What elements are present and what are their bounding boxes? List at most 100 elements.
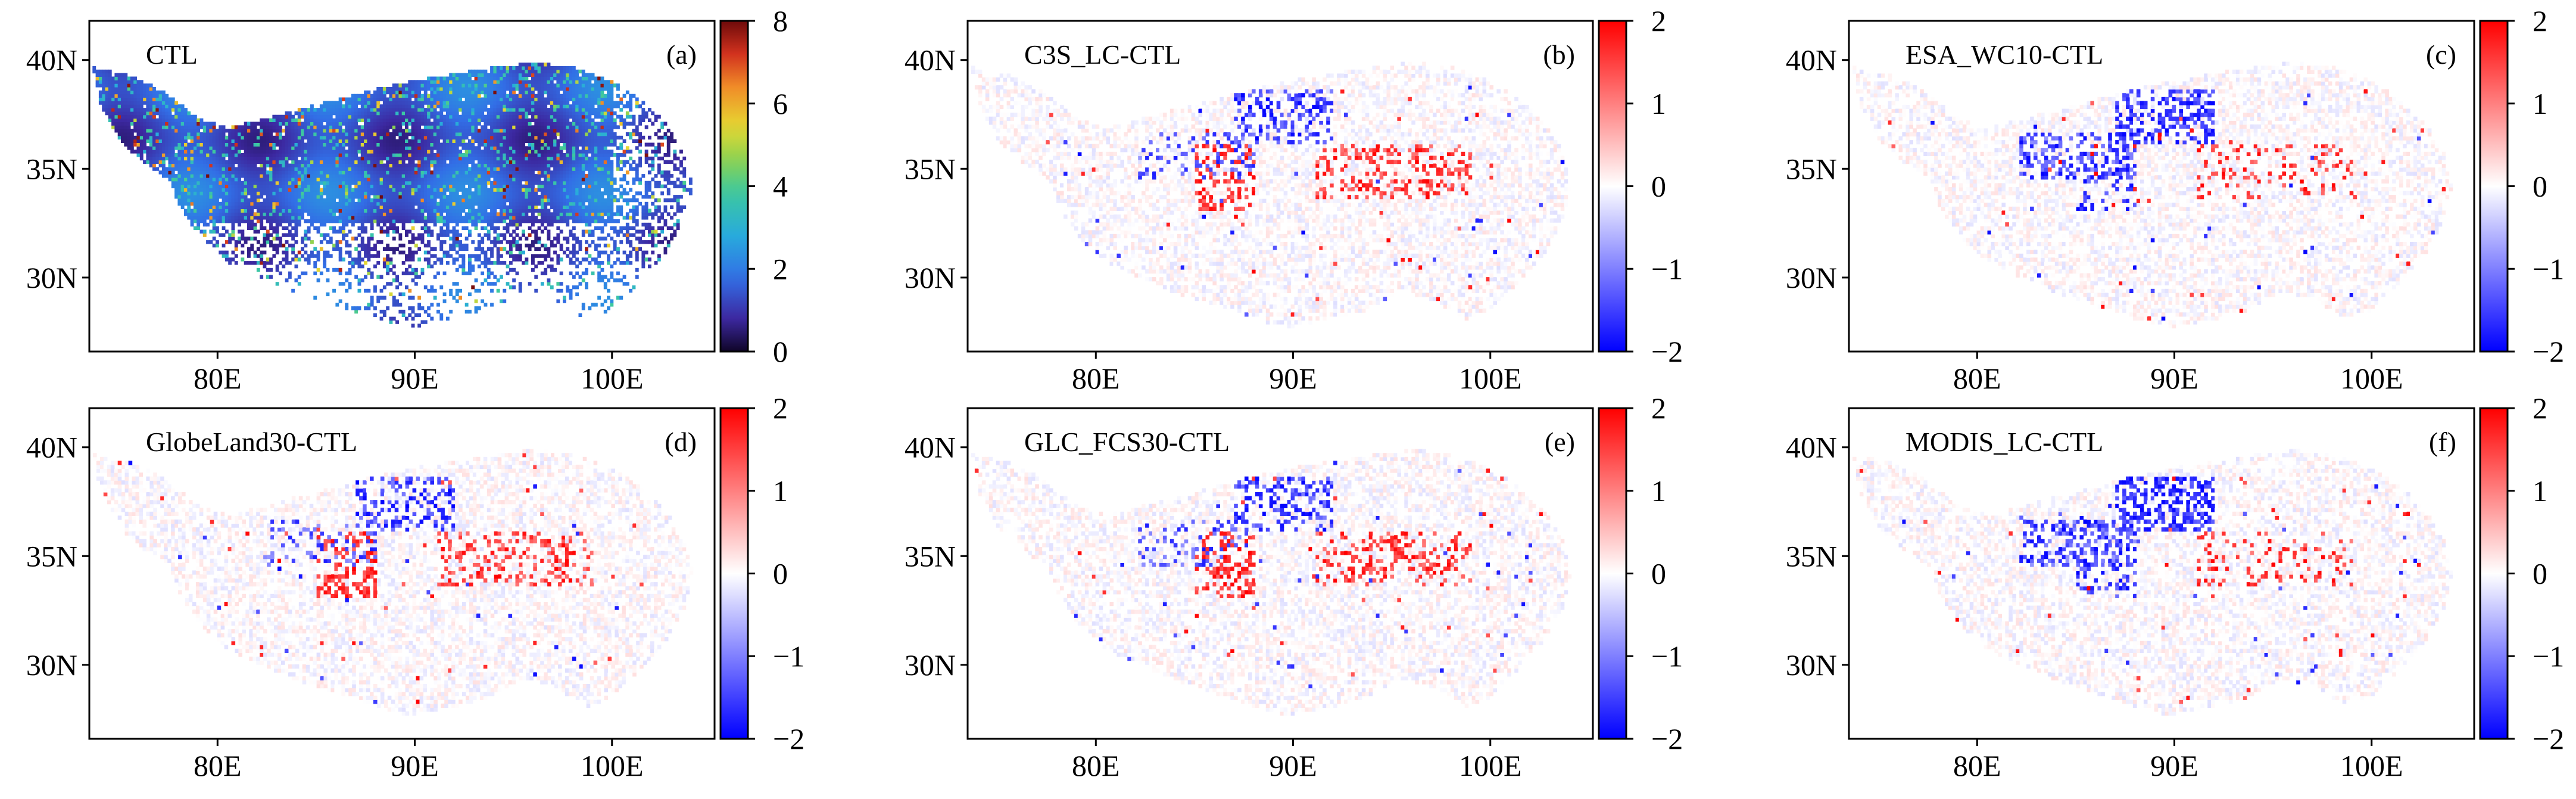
y-tick-label: 35N bbox=[905, 539, 956, 573]
panel-letter: (a) bbox=[666, 39, 697, 70]
x-tick-label: 90E bbox=[2150, 362, 2198, 395]
y-tick-label: 40N bbox=[26, 43, 77, 77]
map-frame bbox=[1848, 20, 2475, 353]
map-panel: 80E 90E 100E 40N 35N 30N C3S_LC-CTL (b) 2 1 0 −1 −2 bbox=[878, 0, 1730, 395]
colorbar-tick-label: 2 bbox=[2533, 4, 2547, 38]
x-tick-label: 90E bbox=[1269, 362, 1317, 395]
map-field bbox=[1853, 449, 2453, 716]
colorbar-tick-label: 0 bbox=[1651, 170, 1666, 203]
x-tick-label: 100E bbox=[2340, 749, 2403, 782]
panel-title: CTL bbox=[146, 39, 198, 70]
y-tick-label: 35N bbox=[1786, 152, 1837, 185]
y-tick-label: 30N bbox=[26, 648, 77, 682]
x-tick-label: 80E bbox=[1953, 749, 2001, 782]
colorbar-tick-label: 0 bbox=[1651, 557, 1666, 590]
colorbar-tick-label: 2 bbox=[2533, 391, 2547, 425]
map-svg: 80E 90E 100E 40N 35N 30N GLC_FCS30-CTL (e) 2 1 0 −1… bbox=[905, 391, 1683, 782]
y-tick-label: 30N bbox=[26, 261, 77, 294]
x-tick-label: 90E bbox=[1269, 749, 1317, 782]
panel-title: GLC_FCS30-CTL bbox=[1024, 427, 1230, 457]
panel-letter: (b) bbox=[1543, 39, 1575, 70]
colorbar-tick-label: −2 bbox=[773, 722, 804, 756]
colorbar-tick-label: −1 bbox=[2533, 252, 2564, 285]
panel-letter: (d) bbox=[665, 427, 697, 457]
x-tick-label: 80E bbox=[1953, 362, 2001, 395]
map-svg: 80E 90E 100E 40N 35N 30N C3S_LC-CTL (b) 2 1 0 −1 −2 bbox=[905, 4, 1683, 395]
colorbar bbox=[719, 407, 749, 740]
x-tick-label: 90E bbox=[391, 749, 439, 782]
x-tick-label: 100E bbox=[581, 749, 644, 782]
colorbar-tick-label: 2 bbox=[773, 252, 788, 285]
colorbar bbox=[2479, 20, 2509, 353]
y-tick-label: 30N bbox=[905, 648, 956, 682]
map-field bbox=[92, 63, 693, 328]
colorbar-tick-label: −1 bbox=[1651, 252, 1683, 285]
colorbar bbox=[2479, 407, 2509, 740]
colorbar-tick-label: 1 bbox=[1651, 474, 1666, 508]
panel-letter: (f) bbox=[2429, 427, 2456, 457]
map-field bbox=[93, 449, 694, 716]
y-tick-label: 35N bbox=[1786, 539, 1837, 573]
x-tick-label: 100E bbox=[1459, 749, 1522, 782]
y-tick-label: 40N bbox=[1786, 43, 1837, 77]
map-panel: 80E 90E 100E 40N 35N 30N ESA_WC10-CTL (c) 2 1 0 −1 −… bbox=[1760, 0, 2576, 395]
colorbar-tick-label: 1 bbox=[1651, 87, 1666, 120]
colorbar-tick-label: −1 bbox=[773, 639, 804, 673]
colorbar-tick-label: 1 bbox=[2533, 87, 2547, 120]
x-tick-label: 80E bbox=[194, 362, 242, 395]
map-field bbox=[1853, 61, 2453, 329]
map-frame bbox=[88, 407, 716, 740]
colorbar bbox=[1598, 20, 1627, 353]
colorbar-tick-label: −2 bbox=[2533, 335, 2564, 368]
map-svg: 80E 90E 100E 40N 35N 30N CTL (a) 8 6 4 2 0 bbox=[26, 4, 788, 395]
map-panel: 80E 90E 100E 40N 35N 30N GlobeLand30-CTL (d) 2 1 0… bbox=[0, 387, 852, 782]
x-tick-label: 80E bbox=[194, 749, 242, 782]
map-frame bbox=[966, 407, 1594, 740]
y-tick-label: 40N bbox=[905, 43, 956, 77]
colorbar-tick-label: 0 bbox=[773, 557, 788, 590]
panel-title: MODIS_LC-CTL bbox=[1906, 427, 2103, 457]
map-panel: 80E 90E 100E 40N 35N 30N MODIS_LC-CTL (f) 2 1 0 −1 −… bbox=[1760, 387, 2576, 782]
y-tick-label: 35N bbox=[905, 152, 956, 185]
colorbar-tick-label: 0 bbox=[773, 335, 788, 368]
panel-title: C3S_LC-CTL bbox=[1024, 39, 1181, 70]
y-tick-label: 30N bbox=[1786, 261, 1837, 294]
map-svg: 80E 90E 100E 40N 35N 30N ESA_WC10-CTL (c) 2 1 0 −1 −… bbox=[1786, 4, 2564, 395]
colorbar-tick-label: 8 bbox=[773, 4, 788, 38]
colorbar-tick-label: −2 bbox=[1651, 335, 1683, 368]
x-tick-label: 90E bbox=[2150, 749, 2198, 782]
y-tick-label: 30N bbox=[905, 261, 956, 294]
panel-title: ESA_WC10-CTL bbox=[1906, 39, 2103, 70]
colorbar-tick-label: 6 bbox=[773, 87, 788, 120]
y-tick-label: 35N bbox=[26, 152, 77, 185]
colorbar-tick-label: 2 bbox=[1651, 4, 1666, 38]
map-frame bbox=[966, 20, 1594, 353]
colorbar bbox=[719, 20, 749, 353]
colorbar bbox=[1598, 407, 1627, 740]
map-field bbox=[971, 449, 1572, 716]
map-frame bbox=[1848, 407, 2475, 740]
colorbar-tick-label: 2 bbox=[1651, 391, 1666, 425]
map-panel: 80E 90E 100E 40N 35N 30N CTL (a) 8 6 4 2 0 bbox=[0, 0, 852, 395]
map-svg: 80E 90E 100E 40N 35N 30N GlobeLand30-CTL (d) 2 1 0… bbox=[26, 391, 804, 782]
x-tick-label: 100E bbox=[581, 362, 644, 395]
x-tick-label: 80E bbox=[1072, 362, 1120, 395]
map-field bbox=[971, 61, 1572, 329]
colorbar-tick-label: 0 bbox=[2533, 170, 2547, 203]
y-tick-label: 40N bbox=[1786, 431, 1837, 464]
colorbar-tick-label: 1 bbox=[2533, 474, 2547, 508]
panel-letter: (e) bbox=[1545, 427, 1575, 457]
y-tick-label: 35N bbox=[26, 539, 77, 573]
colorbar-tick-label: −1 bbox=[1651, 639, 1683, 673]
colorbar-tick-label: 4 bbox=[773, 170, 788, 203]
panel-title: GlobeLand30-CTL bbox=[146, 427, 357, 457]
colorbar-tick-label: −1 bbox=[2533, 639, 2564, 673]
colorbar-tick-label: 0 bbox=[2533, 557, 2547, 590]
y-tick-label: 40N bbox=[905, 431, 956, 464]
y-tick-label: 40N bbox=[26, 431, 77, 464]
y-tick-label: 30N bbox=[1786, 648, 1837, 682]
colorbar-tick-label: −2 bbox=[2533, 722, 2564, 756]
map-panel: 80E 90E 100E 40N 35N 30N GLC_FCS30-CTL (e) 2 1 0 −1… bbox=[878, 387, 1730, 782]
colorbar-tick-label: 2 bbox=[773, 391, 788, 425]
x-tick-label: 100E bbox=[2340, 362, 2403, 395]
